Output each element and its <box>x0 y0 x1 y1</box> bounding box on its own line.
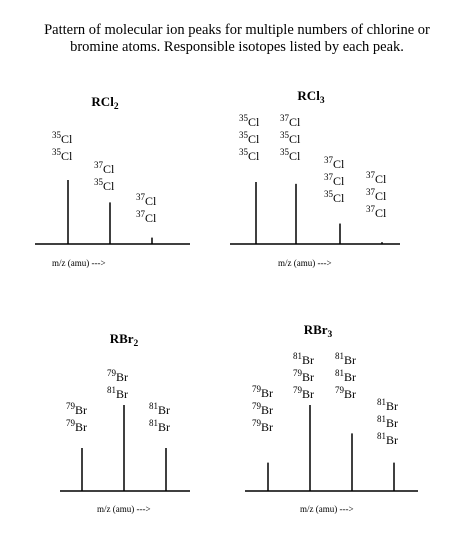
isotope-label: 37Cl <box>136 209 157 225</box>
caption-line-1: Pattern of molecular ion peaks for multi… <box>44 22 430 38</box>
spectrum-title: RBr3 <box>304 322 333 340</box>
isotope-label: 79Br <box>293 385 314 401</box>
isotope-label: 81Br <box>149 401 170 417</box>
isotope-label: 79Br <box>293 368 314 384</box>
isotope-label: 79Br <box>252 418 273 434</box>
isotope-label: 35Cl <box>52 147 73 163</box>
axis-label: m/z (amu) ---> <box>52 258 106 268</box>
isotope-label: 35Cl <box>239 147 260 163</box>
axis-label: m/z (amu) ---> <box>278 258 332 268</box>
isotope-label: 79Br <box>107 368 128 384</box>
spectrum-title: RBr2 <box>110 331 139 349</box>
isotope-label: 35Cl <box>52 130 73 146</box>
axis-label: m/z (amu) ---> <box>97 504 151 514</box>
isotope-label: 79Br <box>335 385 356 401</box>
isotope-label: 81Br <box>377 397 398 413</box>
isotope-label: 37Cl <box>324 155 345 171</box>
isotope-label: 37Cl <box>94 160 115 176</box>
isotope-label: 37Cl <box>136 192 157 208</box>
isotope-label: 81Br <box>293 351 314 367</box>
isotope-label: 79Br <box>252 384 273 400</box>
isotope-label: 79Br <box>252 401 273 417</box>
isotope-label: 35Cl <box>239 113 260 129</box>
isotope-label: 35Cl <box>280 130 301 146</box>
isotope-label: 79Br <box>66 418 87 434</box>
isotope-label: 81Br <box>335 368 356 384</box>
isotope-label: 37Cl <box>366 170 387 186</box>
caption-line-2: bromine atoms. Responsible isotopes list… <box>70 39 404 55</box>
isotope-label: 79Br <box>66 401 87 417</box>
isotope-label: 37Cl <box>366 204 387 220</box>
isotope-label: 37Cl <box>280 113 301 129</box>
isotope-label: 35Cl <box>94 177 115 193</box>
isotope-label: 81Br <box>149 418 170 434</box>
spectrum-title: RCl3 <box>297 88 324 106</box>
isotope-label: 81Br <box>335 351 356 367</box>
isotope-label: 37Cl <box>324 172 345 188</box>
spectrum-4: RBr379Br79Br79Br81Br79Br79Br81Br81Br79Br… <box>245 322 418 514</box>
isotope-label: 35Cl <box>324 189 345 205</box>
isotope-label: 37Cl <box>366 187 387 203</box>
isotope-label: 81Br <box>107 385 128 401</box>
axis-label: m/z (amu) ---> <box>300 504 354 514</box>
spectrum-title: RCl2 <box>91 94 118 112</box>
isotope-label: 35Cl <box>239 130 260 146</box>
isotope-label: 35Cl <box>280 147 301 163</box>
isotope-label: 81Br <box>377 414 398 430</box>
isotope-label: 81Br <box>377 431 398 447</box>
figure-caption: Pattern of molecular ion peaks for multi… <box>0 22 474 56</box>
